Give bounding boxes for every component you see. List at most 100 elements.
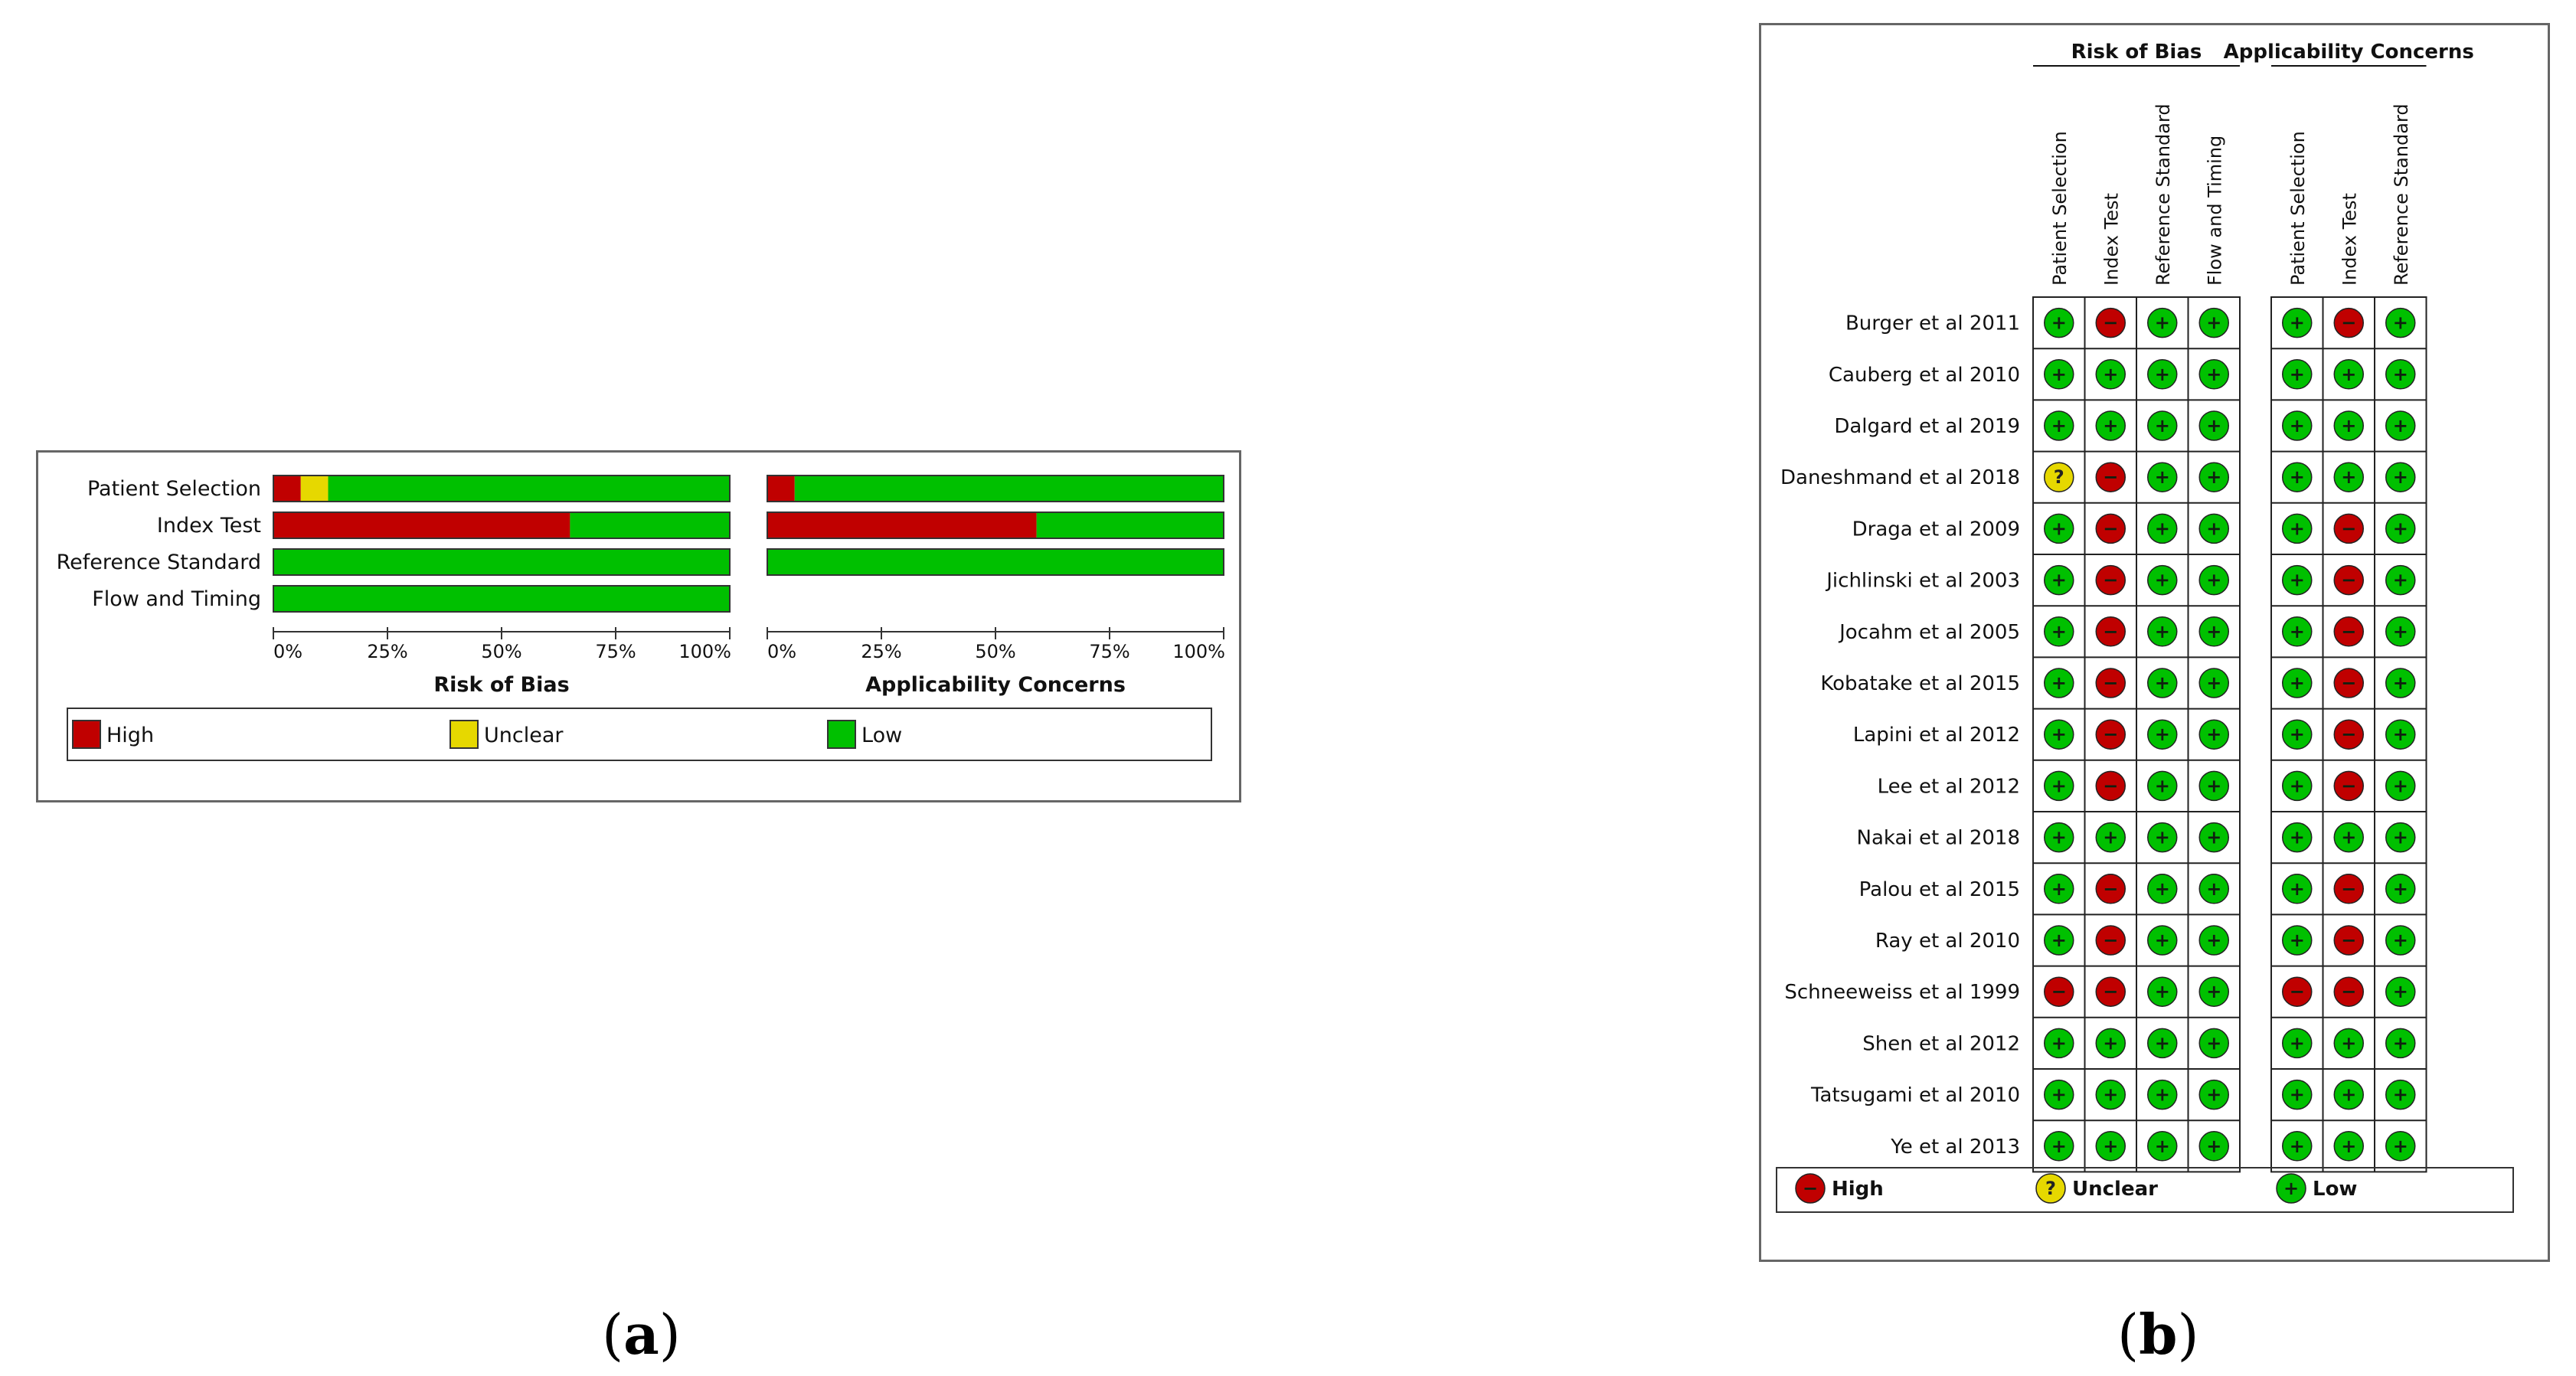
cell-palou-et-al-2015-risk-of-bias-reference-standard-symbol: + <box>2155 878 2170 900</box>
legend-box-b <box>1776 1167 2514 1213</box>
cell-daneshmand-et-al-2018-risk-of-bias-patient-selection: ? <box>2044 462 2074 492</box>
cell-draga-et-al-2009-risk-of-bias-index-test-symbol: − <box>2103 518 2118 539</box>
legend-label-b-low: Low <box>2313 1178 2357 1201</box>
cell-shen-et-al-2012-risk-of-bias-flow-and-timing-circle <box>2198 1028 2229 1059</box>
cell-burger-et-al-2011-risk-of-bias-flow-and-timing-circle <box>2198 307 2229 338</box>
cell-jichlinski-et-al-2003-risk-of-bias-flow-and-timing-symbol: + <box>2206 570 2221 591</box>
cell-lee-et-al-2012-risk-of-bias-patient-selection-circle <box>2044 770 2074 802</box>
cell-kobatake-et-al-2015-applicability-concerns-patient-selection-circle <box>2282 668 2313 698</box>
cell-ray-et-al-2010-risk-of-bias-flow-and-timing: + <box>2198 925 2229 956</box>
caption-a-close: ) <box>659 1302 681 1367</box>
cell-nakai-et-al-2018-risk-of-bias-index-test-symbol: + <box>2103 827 2118 848</box>
cell-tatsugami-et-al-2010-risk-of-bias-index-test-symbol: + <box>2103 1084 2118 1106</box>
cell-palou-et-al-2015-applicability-concerns-index-test-symbol: − <box>2341 878 2356 900</box>
cell-kobatake-et-al-2015-risk-of-bias-flow-and-timing-circle <box>2198 668 2229 698</box>
study-label-nakai-et-al-2018: Nakai et al 2018 <box>1857 827 2020 850</box>
cell-draga-et-al-2009-risk-of-bias-patient-selection-circle <box>2044 513 2074 544</box>
cell-daneshmand-et-al-2018-applicability-concerns-index-test-circle <box>2333 462 2364 492</box>
cell-jocahm-et-al-2005-applicability-concerns-index-test-symbol: − <box>2341 621 2356 642</box>
cell-tatsugami-et-al-2010-risk-of-bias-flow-and-timing-symbol: + <box>2206 1084 2221 1106</box>
cell-palou-et-al-2015-applicability-concerns-reference-standard-circle <box>2385 874 2416 904</box>
cell-kobatake-et-al-2015-risk-of-bias-patient-selection-symbol: + <box>2051 672 2067 694</box>
cell-jocahm-et-al-2005-risk-of-bias-flow-and-timing: + <box>2198 616 2229 647</box>
cell-daneshmand-et-al-2018-applicability-concerns-index-test-symbol: + <box>2341 466 2356 488</box>
cell-tatsugami-et-al-2010-risk-of-bias-reference-standard-symbol: + <box>2155 1084 2170 1106</box>
cell-jocahm-et-al-2005-risk-of-bias-patient-selection-symbol: + <box>2051 621 2067 642</box>
cell-ye-et-al-2013-risk-of-bias-index-test-symbol: + <box>2103 1136 2118 1157</box>
cell-ray-et-al-2010-applicability-concerns-reference-standard-symbol: + <box>2393 930 2408 951</box>
cell-palou-et-al-2015-applicability-concerns-reference-standard: + <box>2385 874 2416 904</box>
x-tick-label-applicability-concerns-2: 50% <box>975 641 1015 662</box>
cell-schneeweiss-et-al-1999-applicability-concerns-reference-standard-symbol: + <box>2393 981 2408 1002</box>
cell-schneeweiss-et-al-1999-risk-of-bias-index-test: − <box>2095 976 2126 1007</box>
legend-label-high: High <box>106 724 154 747</box>
panel-b-risk-table: Risk of Bias Patient Selection Index Test R… <box>1759 23 2550 1262</box>
cell-jocahm-et-al-2005-applicability-concerns-reference-standard: + <box>2385 616 2416 647</box>
cell-schneeweiss-et-al-1999-applicability-concerns-index-test: − <box>2333 976 2364 1007</box>
risk-of-bias-table: Risk of Bias Patient Selection Index Test R… <box>1776 41 2514 1213</box>
cell-jocahm-et-al-2005-applicability-concerns-patient-selection-circle <box>2282 616 2313 647</box>
panel-title-applicability-concerns: Applicability Concerns <box>865 673 1126 697</box>
cell-kobatake-et-al-2015-risk-of-bias-patient-selection-circle <box>2044 668 2074 698</box>
cell-lee-et-al-2012-applicability-concerns-reference-standard-symbol: + <box>2393 775 2408 796</box>
cell-ye-et-al-2013-risk-of-bias-patient-selection: + <box>2044 1131 2074 1162</box>
legend-badge-high: − <box>1795 1173 1826 1204</box>
cell-lapini-et-al-2012-risk-of-bias-patient-selection-symbol: + <box>2051 724 2067 745</box>
x-tick-label-applicability-concerns-4: 100% <box>1172 641 1225 662</box>
cell-shen-et-al-2012-applicability-concerns-reference-standard-symbol: + <box>2393 1032 2408 1054</box>
cell-kobatake-et-al-2015-applicability-concerns-index-test-circle <box>2333 668 2364 698</box>
cell-daneshmand-et-al-2018-applicability-concerns-reference-standard-symbol: + <box>2393 466 2408 488</box>
cell-tatsugami-et-al-2010-risk-of-bias-patient-selection: + <box>2044 1079 2074 1110</box>
cell-cauberg-et-al-2010-risk-of-bias-index-test: + <box>2095 359 2126 390</box>
cell-schneeweiss-et-al-1999-risk-of-bias-patient-selection-circle <box>2044 976 2074 1007</box>
cell-burger-et-al-2011-risk-of-bias-patient-selection-symbol: + <box>2051 312 2067 334</box>
bar-outline-applicability-concerns-reference-standard <box>767 548 1224 576</box>
bar-outline-risk-of-bias-flow-and-timing <box>273 585 731 613</box>
cell-cauberg-et-al-2010-applicability-concerns-reference-standard: + <box>2385 359 2416 390</box>
cell-shen-et-al-2012-risk-of-bias-index-test: + <box>2095 1028 2126 1059</box>
cell-shen-et-al-2012-risk-of-bias-flow-and-timing-symbol: + <box>2206 1032 2221 1054</box>
cell-kobatake-et-al-2015-applicability-concerns-reference-standard-symbol: + <box>2393 672 2408 694</box>
cell-daneshmand-et-al-2018-risk-of-bias-flow-and-timing-symbol: + <box>2206 466 2221 488</box>
cell-draga-et-al-2009-risk-of-bias-flow-and-timing: + <box>2198 513 2229 544</box>
cell-schneeweiss-et-al-1999-risk-of-bias-index-test-symbol: − <box>2103 981 2118 1002</box>
cell-cauberg-et-al-2010-applicability-concerns-patient-selection: + <box>2282 359 2313 390</box>
cell-lapini-et-al-2012-applicability-concerns-reference-standard-symbol: + <box>2393 724 2408 745</box>
cell-tatsugami-et-al-2010-applicability-concerns-index-test-circle <box>2333 1079 2364 1110</box>
cell-lapini-et-al-2012-risk-of-bias-index-test-symbol: − <box>2103 724 2118 745</box>
cell-cauberg-et-al-2010-risk-of-bias-index-test-circle <box>2095 359 2126 390</box>
cell-burger-et-al-2011-applicability-concerns-patient-selection-symbol: + <box>2290 312 2305 334</box>
bar-applicability-concerns-reference-standard-low <box>767 549 1224 575</box>
legend-badge-low-circle <box>2276 1173 2306 1204</box>
cell-palou-et-al-2015-risk-of-bias-flow-and-timing-symbol: + <box>2206 878 2221 900</box>
column-header-risk-of-bias-patient-selection: Patient Selection <box>2049 131 2071 286</box>
caption-b-close: ) <box>2177 1302 2199 1367</box>
study-label-jocahm-et-al-2005: Jocahm et al 2005 <box>1838 621 2020 644</box>
cell-schneeweiss-et-al-1999-risk-of-bias-patient-selection: − <box>2044 976 2074 1007</box>
caption-a-letter: a <box>623 1302 659 1367</box>
x-tick-label-risk-of-bias-4: 100% <box>678 641 731 662</box>
cell-dalgard-et-al-2019-applicability-concerns-reference-standard-symbol: + <box>2393 415 2408 436</box>
bar-risk-of-bias-patient-selection-unclear <box>300 476 329 502</box>
cell-ye-et-al-2013-applicability-concerns-reference-standard-circle <box>2385 1131 2416 1162</box>
cell-kobatake-et-al-2015-risk-of-bias-reference-standard: + <box>2147 668 2178 698</box>
cell-tatsugami-et-al-2010-applicability-concerns-reference-standard: + <box>2385 1079 2416 1110</box>
cell-lee-et-al-2012-risk-of-bias-reference-standard-symbol: + <box>2155 775 2170 796</box>
cell-shen-et-al-2012-applicability-concerns-index-test-symbol: + <box>2341 1032 2356 1054</box>
cell-cauberg-et-al-2010-risk-of-bias-patient-selection: + <box>2044 359 2074 390</box>
cell-ray-et-al-2010-applicability-concerns-patient-selection: + <box>2282 925 2313 956</box>
cell-jichlinski-et-al-2003-applicability-concerns-patient-selection-symbol: + <box>2290 570 2305 591</box>
x-tick-label-risk-of-bias-0: 0% <box>273 641 302 662</box>
study-label-tatsugami-et-al-2010: Tatsugami et al 2010 <box>1810 1084 2020 1107</box>
cell-daneshmand-et-al-2018-risk-of-bias-reference-standard-circle <box>2147 462 2178 492</box>
cell-jocahm-et-al-2005-risk-of-bias-flow-and-timing-circle <box>2198 616 2229 647</box>
cell-jichlinski-et-al-2003-risk-of-bias-reference-standard-circle <box>2147 564 2178 596</box>
cell-kobatake-et-al-2015-risk-of-bias-index-test-circle <box>2095 668 2126 698</box>
column-header-risk-of-bias-flow-and-timing: Flow and Timing <box>2204 136 2225 286</box>
cell-burger-et-al-2011-applicability-concerns-index-test-symbol: − <box>2341 312 2356 334</box>
bar-risk-of-bias-patient-selection-high <box>273 476 301 502</box>
cell-cauberg-et-al-2010-applicability-concerns-index-test-circle <box>2333 359 2364 390</box>
cell-lapini-et-al-2012-applicability-concerns-patient-selection-circle <box>2282 719 2313 750</box>
cell-jichlinski-et-al-2003-risk-of-bias-reference-standard: + <box>2147 564 2178 596</box>
cell-burger-et-al-2011-applicability-concerns-reference-standard-circle <box>2385 307 2416 338</box>
